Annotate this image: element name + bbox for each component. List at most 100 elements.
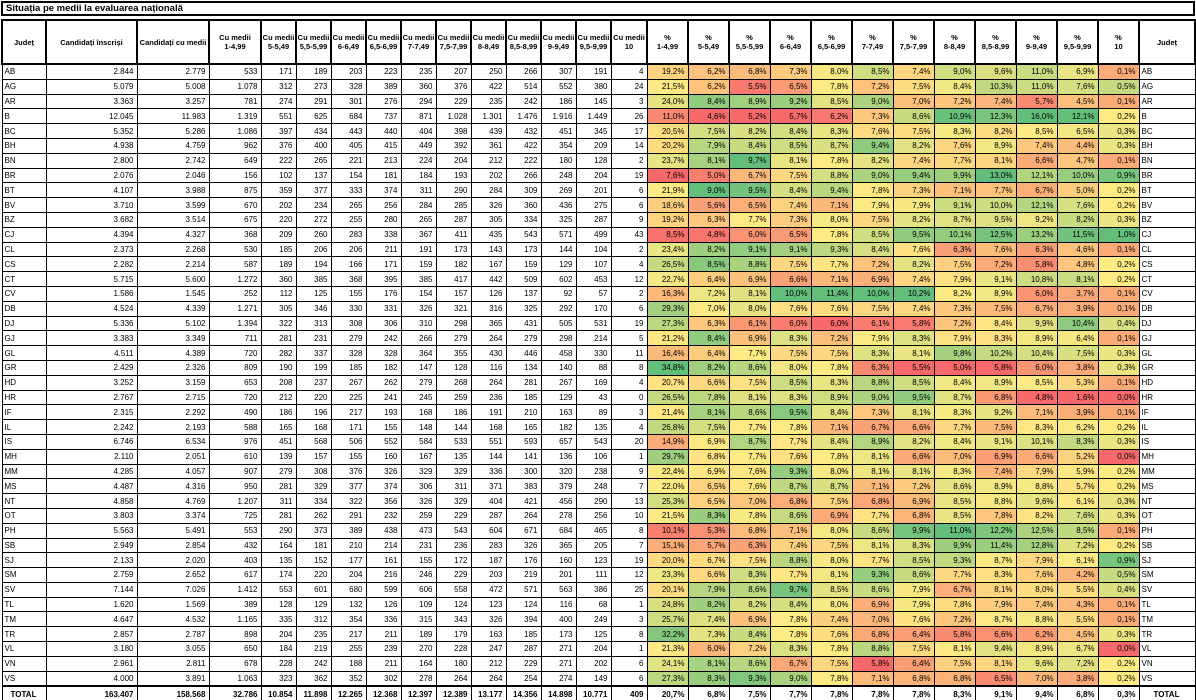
pct-cell: 7,1% [851,670,894,687]
count-cell: 245 [400,389,437,406]
pct-cell: 8,4% [687,330,730,347]
col-header-pct-range: % 8-8,49 [933,19,976,65]
count-cell: 287 [575,211,612,228]
count-cell: 601 [295,581,332,598]
count-cell: 135 [575,419,612,435]
county-cell-right: CJ [1138,226,1196,243]
pct-cell: 8,2% [1056,211,1099,228]
count-cell: 346 [295,300,332,317]
county-cell: AG [1,78,47,95]
pct-cell: 12,5% [1015,522,1058,539]
pct-cell: 19,2% [646,63,689,80]
pct-cell: 12,1% [1015,167,1058,184]
candidates-with-grades-cell: 3.374 [136,507,210,524]
count-cell: 203 [330,63,367,80]
count-cell: 2 [610,285,648,302]
pct-cell: 7,9% [974,596,1017,613]
count-cell: 136 [540,448,577,465]
pct-cell: 9,3% [851,567,894,583]
pct-cell: 7,8% [933,596,976,613]
candidates-registered-cell: 2.373 [45,241,138,258]
pct-cell: 8,2% [728,123,771,139]
count-cell: 395 [365,271,402,287]
pct-cell: 7,8% [769,626,812,643]
pct-cell: 7,3% [933,300,976,317]
pct-cell: 20,1% [646,581,689,598]
count-cell: 148 [400,419,437,435]
pct-cell: 8,4% [933,433,976,450]
candidates-with-grades-cell: 2.292 [136,404,210,421]
pct-cell: 9,3% [769,463,812,480]
candidates-registered-cell: 5.336 [45,315,138,332]
county-cell: BZ [1,211,47,228]
pct-cell: 8,5% [646,226,689,243]
table-row: TL 1.620 1.569 389 128 129 132 126 109 124 123 124 1… [1,596,1196,613]
table-row: SV 7.144 7.026 1.412 553 601 680 599 606 558 472 57… [1,581,1196,598]
pct-cell: 8,4% [728,626,771,643]
count-cell: 271 [540,655,577,672]
results-table: Județ Candidați înscriși Candidați cu medi… [1,19,1196,700]
pct-cell: 7,2% [810,330,853,347]
pct-cell: 5,0% [687,167,730,184]
pct-cell: 8,0% [810,63,853,80]
pct-cell: 4,8% [1015,389,1058,406]
pct-cell: 7,9% [687,137,730,154]
pct-cell: 8,0% [769,359,812,376]
count-cell: 124 [505,596,542,613]
table-row: CT 5.715 5.600 1.272 360 385 368 395 385 417 442 50… [1,271,1196,287]
pct-cell: 29,3% [646,300,689,317]
table-row: MM 4.285 4.057 907 279 308 376 326 329 329 336 300 3… [1,463,1196,480]
pct-cell: 4,4% [1056,137,1099,154]
candidates-with-grades-cell: 5.491 [136,522,210,539]
candidates-with-grades-cell: 2.193 [136,419,210,435]
candidates-registered-cell: 2.133 [45,552,138,569]
county-cell: HD [1,374,47,391]
count-cell: 675 [208,211,262,228]
pct-cell: 8,9% [1015,641,1058,657]
candidates-registered-cell: 3.803 [45,507,138,524]
pct-cell: 7,6% [769,448,812,465]
table-body: AB 2.844 2.779 533 171 189 203 223 235 207 250 266 3… [1,63,1196,700]
count-cell: 331 [365,300,402,317]
pct-cell: 5,8% [933,626,976,643]
pct-cell: 7,9% [1015,552,1058,569]
candidates-with-grades-cell: 2.811 [136,655,210,672]
pct-cell: 10,4% [1056,315,1099,332]
pct-cell: 7,8% [810,152,853,169]
count-cell: 405 [330,137,367,154]
count-cell: 684 [330,108,367,125]
pct-cell: 21,3% [646,641,689,657]
count-header-prefix: Cu medii [542,33,575,42]
count-cell: 203 [470,567,507,583]
pct-cell: 0,3% [1097,123,1140,139]
col-header-pct-range: % 5-5,49 [687,19,730,65]
candidates-registered-cell: 3.383 [45,330,138,347]
candidates-registered-cell: 3.710 [45,197,138,213]
county-cell-right: BR [1138,167,1196,184]
count-header-prefix: Cu medii [297,33,330,42]
count-cell: 301 [330,93,367,110]
count-cell: 246 [400,567,437,583]
county-cell-right: HR [1138,389,1196,406]
count-cell: 571 [540,226,577,243]
count-cell: 10.771 [575,685,612,700]
county-cell: IL [1,419,47,435]
count-cell: 14 [610,137,648,154]
count-cell: 216 [365,567,402,583]
col-header-cu-medii-range: Cu medii 7-7,49 [400,19,437,65]
count-cell: 306 [400,478,437,495]
candidates-registered-cell: 5.563 [45,522,138,539]
count-header-prefix: Cu medii [472,33,505,42]
pct-cell: 8,1% [687,655,730,672]
pct-cell: 23,7% [646,152,689,169]
count-cell: 294 [400,93,437,110]
count-cell: 329 [295,478,332,495]
pct-cell: 0,1% [1097,241,1140,258]
pct-cell: 6,9% [1056,63,1099,80]
count-cell: 6 [610,197,648,213]
pct-cell: 21,5% [646,78,689,95]
pct-header-prefix: % [746,33,753,42]
pct-header-range: 9-9,49 [1025,42,1048,51]
pct-cell: 8,5% [810,581,853,598]
pct-cell: 8,0% [1015,581,1058,598]
